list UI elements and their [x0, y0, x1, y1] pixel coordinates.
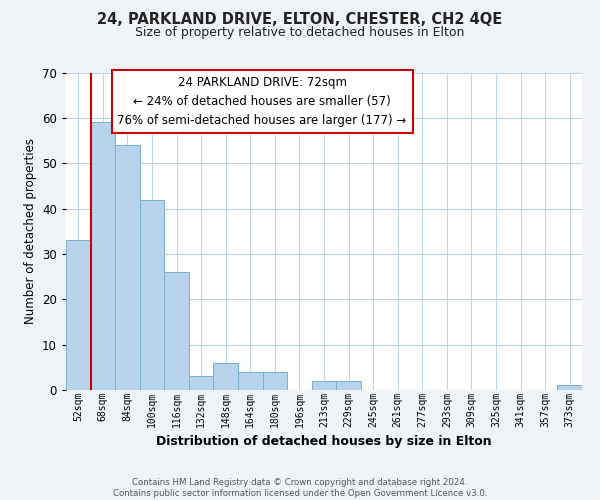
Bar — [164, 272, 189, 390]
Text: Size of property relative to detached houses in Elton: Size of property relative to detached ho… — [136, 26, 464, 39]
Bar — [140, 200, 164, 390]
Bar — [336, 381, 361, 390]
Text: 24 PARKLAND DRIVE: 72sqm
← 24% of detached houses are smaller (57)
76% of semi-d: 24 PARKLAND DRIVE: 72sqm ← 24% of detach… — [118, 76, 407, 126]
Bar — [312, 381, 336, 390]
Bar — [189, 376, 214, 390]
Bar — [263, 372, 287, 390]
Bar — [91, 122, 115, 390]
Bar — [115, 145, 140, 390]
Bar — [214, 363, 238, 390]
Bar — [66, 240, 91, 390]
Text: Contains HM Land Registry data © Crown copyright and database right 2024.
Contai: Contains HM Land Registry data © Crown c… — [113, 478, 487, 498]
Text: 24, PARKLAND DRIVE, ELTON, CHESTER, CH2 4QE: 24, PARKLAND DRIVE, ELTON, CHESTER, CH2 … — [97, 12, 503, 28]
Bar — [238, 372, 263, 390]
Bar — [557, 386, 582, 390]
Y-axis label: Number of detached properties: Number of detached properties — [23, 138, 37, 324]
X-axis label: Distribution of detached houses by size in Elton: Distribution of detached houses by size … — [156, 435, 492, 448]
